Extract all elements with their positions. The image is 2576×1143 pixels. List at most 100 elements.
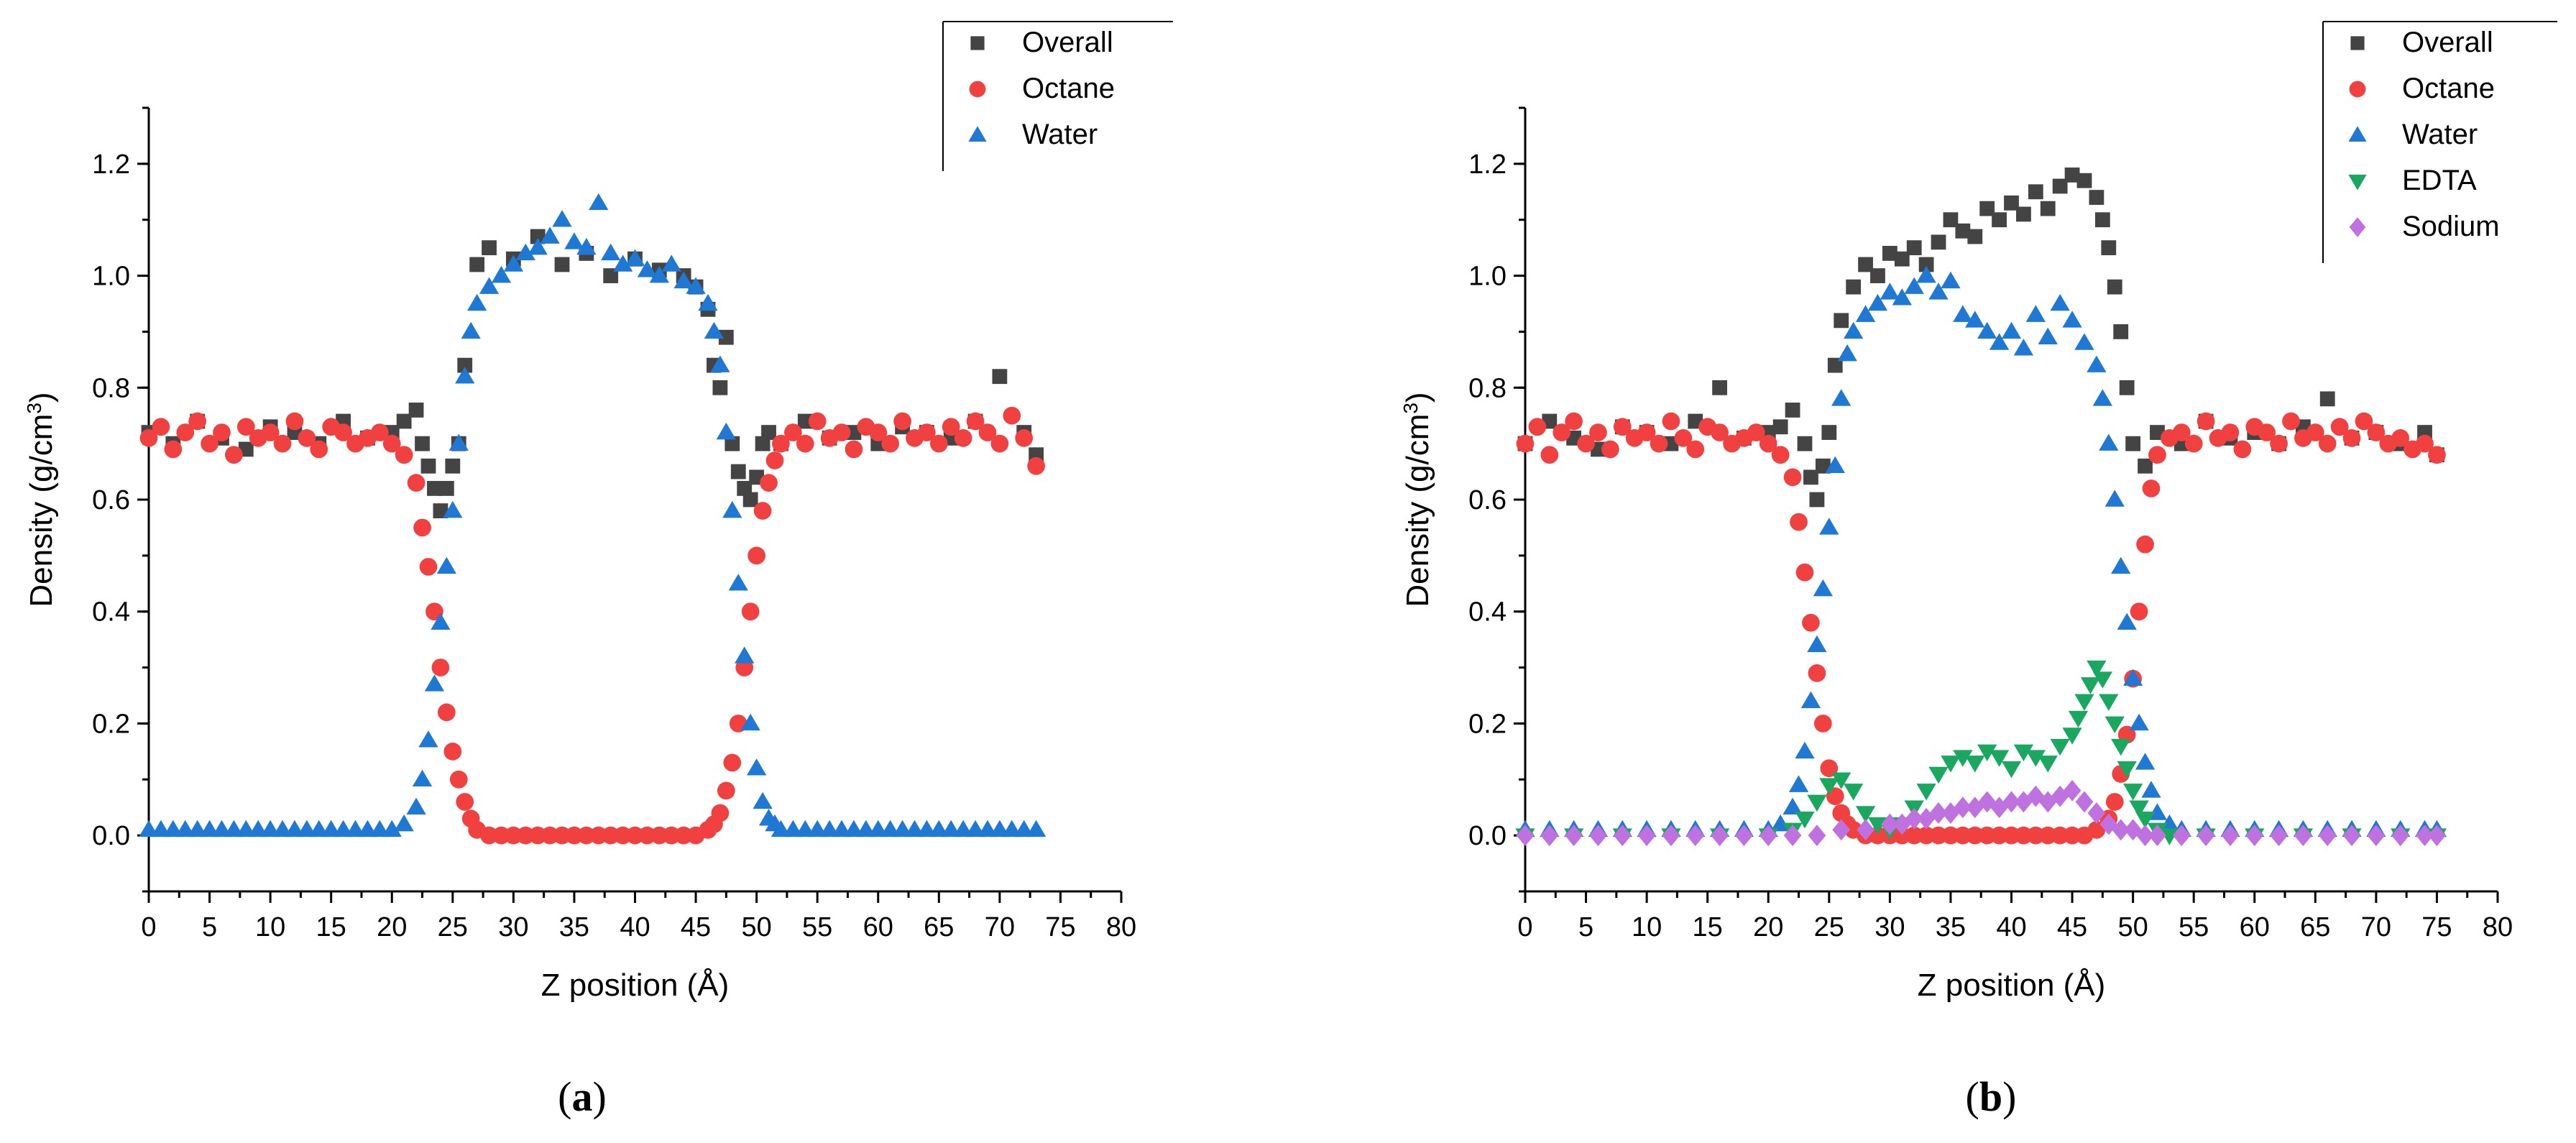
data-point-overall: [1772, 419, 1788, 435]
data-point-octane: [176, 423, 195, 441]
data-point-octane: [382, 434, 401, 453]
data-point-octane: [2063, 826, 2082, 845]
data-point-octane: [602, 826, 620, 845]
data-point-octane: [1747, 423, 1765, 441]
data-point-water: [431, 612, 451, 630]
data-point-water: [589, 193, 609, 211]
data-point-octane: [1662, 412, 1680, 431]
x-tick-label: 10: [255, 912, 285, 942]
data-point-sodium: [2087, 802, 2106, 824]
data-point-water: [1800, 691, 1821, 709]
data-point-octane: [443, 743, 462, 761]
data-point-octane: [201, 434, 218, 453]
data-point-edta: [1831, 772, 1852, 789]
data-point-edta: [2129, 800, 2149, 817]
data-point-water: [2135, 753, 2156, 770]
x-tick-label: 30: [1874, 912, 1905, 942]
data-point-overall: [1906, 240, 1922, 256]
series-overall: [141, 229, 1044, 518]
data-point-sodium: [2318, 825, 2337, 847]
data-point-octane: [638, 826, 656, 845]
data-point-water: [382, 820, 402, 837]
data-point-edta: [2104, 716, 2125, 734]
data-point-water: [698, 293, 718, 311]
data-point-octane: [929, 434, 948, 453]
data-point-octane: [869, 423, 888, 441]
data-point-overall: [2076, 173, 2092, 188]
data-point-octane: [577, 826, 596, 845]
legend-label-octane: Octane: [1022, 73, 1115, 104]
data-point-sodium: [1613, 825, 1632, 847]
legend-label-overall: Overall: [2402, 27, 2493, 58]
data-point-octane: [1978, 826, 1997, 845]
data-point-octane: [753, 502, 772, 520]
data-point-octane: [2428, 446, 2446, 464]
data-point-edta: [1916, 784, 1936, 801]
data-point-sodium: [2026, 785, 2045, 807]
data-point-octane: [918, 423, 936, 441]
data-point-sodium: [1735, 825, 1753, 847]
data-point-overall: [420, 458, 436, 474]
data-point-overall: [2089, 190, 2104, 205]
data-point-sodium: [1905, 807, 1923, 830]
data-point-edta: [2111, 738, 2131, 756]
data-point-water: [746, 758, 767, 776]
data-point-octane: [748, 546, 765, 565]
data-point-water: [418, 730, 438, 748]
legend-label-water: Water: [1022, 119, 1098, 150]
x-tick-label: 5: [202, 912, 217, 942]
data-point-water: [1837, 344, 1857, 362]
data-point-overall: [2016, 206, 2031, 222]
y-axis-label: Density (g/cm3): [23, 392, 60, 607]
y-tick-label: 0.6: [1468, 485, 1506, 515]
data-point-water: [1916, 265, 1936, 283]
data-point-sodium: [1783, 825, 1802, 847]
data-point-water: [2099, 433, 2119, 451]
data-point-overall: [1846, 279, 1862, 295]
legend: Overall Octane Water EDTA Sodium: [2322, 21, 2557, 263]
legend-label-overall: Overall: [1022, 27, 1113, 58]
data-point-octane: [942, 418, 960, 436]
data-point-octane: [1941, 826, 1960, 845]
y-tick-label: 0.4: [1468, 597, 1506, 628]
data-point-octane: [2258, 423, 2276, 441]
panel-label: (b): [1966, 1073, 2017, 1120]
x-tick-label: 10: [1632, 912, 1662, 942]
data-point-octane: [674, 826, 693, 845]
legend-marker-water: [2348, 126, 2367, 142]
x-tick-label: 75: [1045, 912, 1075, 942]
chart-panel-a: 0 5 10 15 20 25 30 35 40 45 50 55 60 65 70 75 80 0.0 0.2 0.…: [23, 21, 1173, 1120]
data-point-octane: [760, 474, 778, 492]
data-point-octane: [2270, 434, 2288, 453]
data-point-water: [466, 293, 487, 311]
data-point-water: [1855, 305, 1876, 322]
data-point-edta: [2159, 828, 2180, 845]
data-point-overall: [2107, 279, 2122, 295]
data-point-octane: [2221, 423, 2240, 441]
data-point-overall: [797, 413, 813, 429]
data-point-overall: [1870, 268, 1885, 283]
data-point-octane: [765, 451, 784, 469]
legend-label-water: Water: [2402, 119, 2478, 150]
data-point-octane: [2355, 412, 2373, 431]
data-point-overall: [457, 357, 473, 373]
data-point-overall: [1803, 469, 1818, 485]
data-point-octane: [717, 781, 735, 800]
data-point-octane: [772, 434, 790, 453]
data-point-sodium: [1929, 802, 1948, 824]
data-point-octane: [1027, 456, 1045, 475]
data-point-octane: [164, 440, 183, 459]
data-point-overall: [1797, 436, 1813, 451]
x-tick-label: 65: [924, 912, 954, 942]
data-point-overall: [396, 413, 412, 429]
data-point-edta: [1953, 750, 1973, 767]
data-point-overall: [1918, 257, 1934, 272]
data-point-octane: [2367, 423, 2386, 441]
data-point-octane: [1003, 406, 1021, 425]
data-point-octane: [152, 418, 170, 436]
data-point-octane: [1528, 418, 1547, 436]
data-point-octane: [1637, 423, 1656, 441]
data-point-octane: [1601, 440, 1619, 459]
x-tick-label: 40: [1996, 912, 2026, 942]
